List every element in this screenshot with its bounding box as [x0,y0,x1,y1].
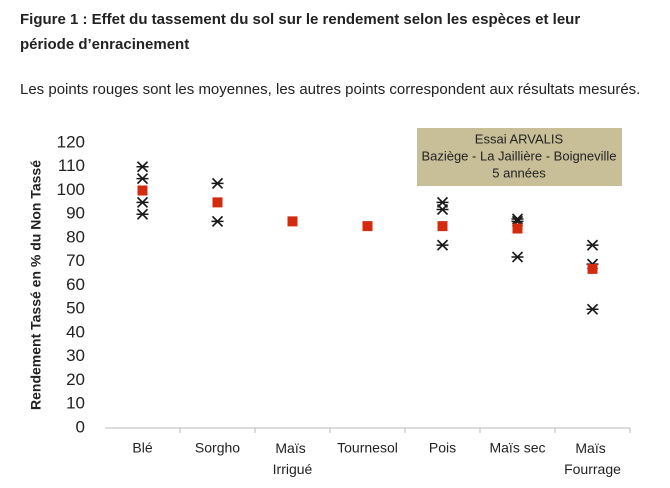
mean-point [212,197,223,208]
y-tick-label: 90 [66,204,85,223]
measured-point [586,239,599,251]
mean-point [587,263,598,274]
y-axis-title: Rendement Tassé en % du Non Tassé [28,160,44,410]
y-tick-label: 20 [66,370,85,389]
y-tick-label: 0 [76,417,85,436]
mean-point [137,185,148,196]
y-tick-label: 30 [66,346,85,365]
measured-point [511,213,524,225]
measured-point [211,215,224,227]
y-tick-label: 10 [66,394,85,413]
y-tick-label: 110 [58,156,85,175]
x-tick-label: Pois [429,440,456,456]
x-tick-label: Maïs Fourrage [564,440,621,477]
measured-point [136,208,149,220]
measured-point [136,173,149,185]
annotation: 5 années [492,165,546,180]
measured-point [211,177,224,189]
mean-point [512,223,523,234]
y-tick-label: 80 [66,227,85,246]
chart-subtitle: Les points rouges sont les moyennes, les… [20,81,640,98]
y-tick-label: 40 [66,322,85,341]
measured-point [136,161,149,173]
measured-point [136,196,149,208]
y-tick-label: 60 [66,275,85,294]
y-tick-label: 70 [66,251,85,270]
mean-point [362,221,373,232]
annotation: Essai ARVALIS [475,131,564,146]
mean-point [437,221,448,232]
measured-point [436,239,449,251]
chart-title: Figure 1 : Effet du tassement du sol sur… [20,11,584,53]
x-tick-label: Sorgho [195,440,240,456]
measured-point [586,303,599,315]
x-tick-label: Tournesol [337,440,398,456]
measured-point [511,251,524,263]
measured-point [436,203,449,216]
x-tick-label: Maïs Irrigué [273,440,313,477]
y-tick-label: 50 [66,299,85,318]
y-tick-label: 120 [57,132,85,151]
y-tick-label: 100 [57,180,85,199]
annotation-box [417,128,622,186]
annotation: Baziège - La Jaillière - Boigneville [421,148,616,163]
mean-point [287,216,298,227]
x-tick-label: Blé [132,440,152,456]
x-tick-label: Maïs sec [489,440,545,456]
